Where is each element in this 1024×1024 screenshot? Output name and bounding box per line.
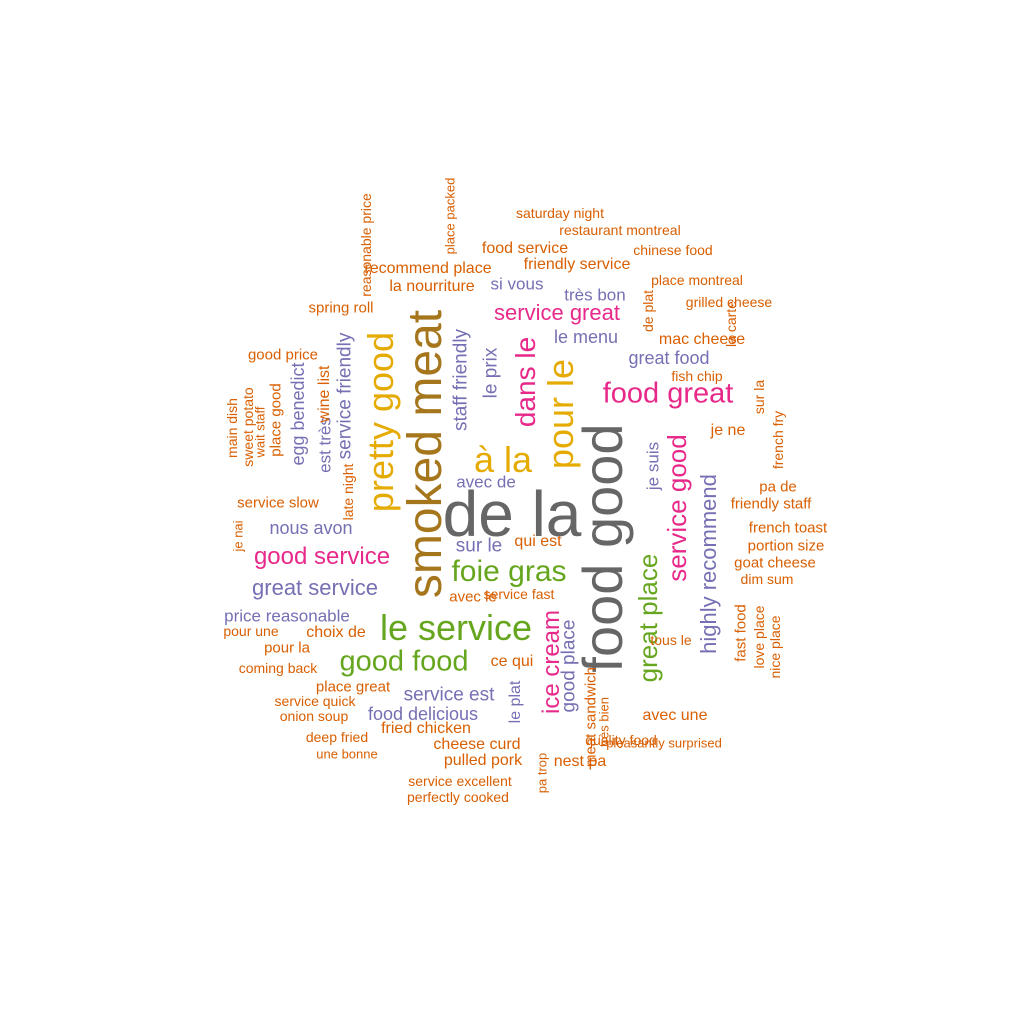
word-33: je suis	[643, 441, 663, 491]
word-35: la nourriture	[389, 278, 475, 295]
word-43: fried chicken	[381, 720, 471, 737]
word-71: saturday night	[516, 205, 604, 221]
word-24: great food	[628, 348, 710, 368]
word-6: à la	[473, 439, 533, 480]
word-8: good food	[339, 645, 469, 678]
word-3: pretty good	[360, 331, 401, 513]
word-31: si vous	[490, 274, 544, 294]
word-34: est très	[315, 417, 335, 473]
word-30: très bon	[564, 285, 626, 305]
word-96: main dish	[224, 398, 240, 458]
word-78: service excellent	[408, 773, 512, 789]
word-52: good price	[247, 346, 319, 364]
word-83: service fast	[483, 586, 555, 602]
word-9: food great	[602, 377, 734, 410]
word-55: place great	[315, 678, 391, 696]
word-26: food delicious	[367, 704, 479, 724]
word-47: avec une	[642, 707, 708, 724]
word-42: le plat	[507, 680, 524, 724]
word-75: onion soup	[279, 708, 349, 724]
word-57: pa de	[759, 478, 797, 496]
word-28: egg benedict	[288, 362, 308, 466]
word-54: pour la	[264, 639, 310, 657]
word-45: pulled pork	[443, 752, 523, 769]
word-40: qui est	[514, 533, 562, 550]
word-90: très bien	[596, 697, 612, 747]
word-17: highly recommend	[696, 474, 721, 654]
word-32: avec de	[456, 472, 516, 492]
word-49: friendly service	[523, 256, 631, 273]
word-20: good place	[558, 619, 580, 713]
word-56: avec le	[449, 588, 497, 606]
word-80: pleasantly surprised	[606, 735, 722, 751]
word-5: pour le	[540, 358, 581, 470]
word-91: pa trop	[534, 752, 550, 794]
word-18: staff friendly	[450, 328, 472, 432]
word-38: wine list	[316, 365, 333, 423]
word-50: recommend place	[364, 260, 492, 277]
word-53: service slow	[237, 494, 319, 512]
word-58: friendly staff	[730, 495, 812, 513]
word-74: service quick	[274, 693, 356, 709]
word-23: le prix	[480, 347, 502, 399]
word-4: le service	[379, 607, 533, 648]
word-44: cheese curd	[433, 736, 521, 753]
word-89: nice place	[767, 615, 783, 679]
word-61: portion size	[747, 537, 825, 555]
word-70: restaurant montreal	[559, 222, 681, 238]
word-95: sweet potato	[240, 387, 256, 467]
word-77: une bonne	[316, 746, 378, 762]
word-85: de plat	[640, 289, 656, 333]
word-29: price reasonable	[224, 606, 350, 626]
word-76: deep fried	[305, 729, 369, 745]
word-86: sur la	[751, 379, 767, 415]
word-64: fast food	[732, 604, 750, 662]
word-98: place packed	[442, 177, 458, 255]
word-97: reasonable price	[358, 193, 374, 297]
word-22: sur le	[455, 535, 503, 557]
word-25: le menu	[553, 327, 619, 347]
word-36: mac cheese	[658, 331, 746, 348]
word-93: je nai	[230, 520, 246, 552]
word-79: perfectly cooked	[407, 789, 509, 805]
word-1: food good	[571, 423, 634, 673]
word-72: pour une	[223, 623, 279, 639]
word-88: love place	[751, 605, 767, 669]
word-46: nest pa	[553, 753, 607, 770]
word-37: je ne	[710, 422, 746, 439]
word-62: quality food	[585, 732, 657, 748]
word-68: place montreal	[651, 272, 743, 288]
word-84: tous le	[650, 632, 692, 648]
word-13: good service	[253, 543, 391, 570]
word-19: service est	[403, 684, 495, 706]
word-27: nous avon	[269, 518, 353, 538]
word-73: coming back	[238, 660, 318, 676]
word-12: service good	[662, 434, 692, 582]
word-65: place good	[267, 383, 285, 457]
word-92: late night	[340, 463, 356, 521]
word-48: food service	[481, 240, 569, 257]
word-69: chinese food	[633, 242, 713, 258]
word-11: great place	[633, 553, 663, 683]
word-10: dans le	[510, 336, 541, 428]
word-60: goat cheese	[734, 554, 816, 572]
word-39: ce qui	[490, 653, 534, 670]
word-0: de la	[442, 478, 582, 550]
word-87: french fry	[770, 410, 786, 470]
word-82: dim sum	[740, 571, 794, 587]
word-67: grilled cheese	[685, 294, 773, 310]
word-59: french toast	[748, 519, 828, 537]
word-51: spring roll	[308, 299, 374, 317]
word-2: smoked meat	[399, 309, 452, 599]
word-21: service friendly	[334, 332, 356, 460]
word-41: choix de	[306, 624, 366, 641]
word-7: foie gras	[451, 555, 567, 588]
word-15: service great	[494, 300, 620, 325]
word-81: fish chip	[671, 368, 723, 384]
word-16: great service	[252, 575, 378, 600]
